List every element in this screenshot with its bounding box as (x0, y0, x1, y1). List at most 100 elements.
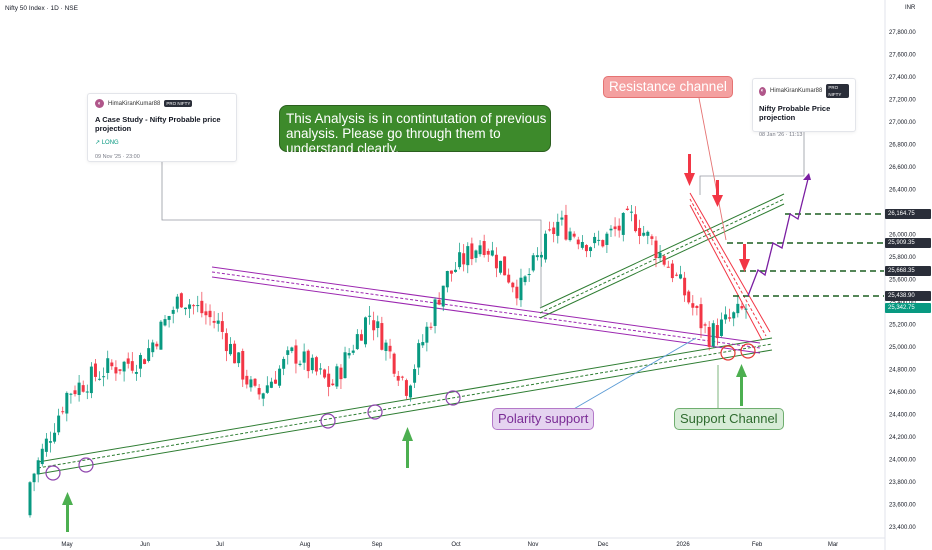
candle (576, 236, 580, 250)
candle (740, 301, 744, 311)
candle (707, 321, 711, 351)
resistance-channel-mid (689, 198, 767, 337)
analysis-note[interactable]: This Analysis is in contintutation of pr… (279, 105, 551, 156)
time-tick-label: Mar (828, 542, 838, 548)
candle (126, 352, 130, 369)
candle (310, 354, 314, 374)
candle (646, 230, 650, 245)
candle (486, 248, 490, 262)
target-levels[interactable] (727, 213, 884, 297)
projection-path[interactable] (747, 174, 810, 297)
candlestick-series[interactable] (28, 204, 748, 518)
price-tick-label: 26,000.00 (889, 233, 916, 239)
projection-arrowhead (803, 173, 811, 180)
time-axis[interactable]: May Jun Jul Aug Sep Oct Nov Dec 2026 Feb Mar (61, 542, 838, 548)
polarity-support-label[interactable]: Polarity support (492, 408, 595, 430)
idea-title[interactable]: Nifty Probable Price projection (759, 104, 831, 122)
idea-date: 09 Nov '25 · 23:00 (95, 154, 140, 160)
candle (216, 312, 220, 332)
candle (110, 359, 114, 370)
candle (40, 443, 44, 467)
candle (719, 312, 723, 338)
resistance-pointer-line (698, 97, 727, 241)
candle (167, 315, 171, 328)
candle (609, 225, 613, 237)
price-tick-label: 26,600.00 (889, 165, 916, 171)
author-name[interactable]: HimaKiranKumar88 (769, 88, 823, 94)
candle (118, 369, 122, 375)
symbol-header[interactable]: Nifty 50 Index · 1D · NSE (5, 5, 78, 12)
polarity-channel-upper (211, 266, 761, 344)
price-tick-label: 25,800.00 (889, 255, 916, 261)
candle (159, 320, 163, 350)
candle (572, 231, 576, 239)
price-tick-label: 24,600.00 (889, 390, 916, 396)
idea-title[interactable]: A Case Study - Nifty Probable price proj… (95, 115, 221, 133)
candle (204, 303, 208, 325)
author-avatar: ◐ (95, 99, 104, 108)
candle (368, 306, 372, 325)
candle (388, 338, 392, 359)
candle (306, 349, 310, 379)
pivot-circle (45, 465, 61, 481)
candle (241, 348, 245, 388)
candle (102, 367, 106, 387)
candle (662, 254, 666, 267)
resistance-channel[interactable] (689, 192, 771, 341)
candle (302, 343, 306, 370)
idea-card-right[interactable]: ◐ HimaKiranKumar88 PRO NIFTY Nifty Proba… (752, 78, 856, 138)
candle (53, 423, 57, 444)
candle (695, 305, 699, 316)
price-axis[interactable]: 27,800.00 27,600.00 27,400.00 27,200.00 27,0… (889, 30, 916, 531)
candle (196, 295, 200, 313)
candle (441, 285, 445, 312)
author-name[interactable]: HimaKiranKumar88 (108, 100, 161, 107)
candle (568, 227, 572, 242)
candle (605, 231, 609, 253)
price-tick-label: 24,400.00 (889, 413, 916, 419)
currency-label: INR (905, 5, 916, 11)
candle (425, 322, 429, 352)
candle (114, 360, 118, 381)
support-channel-label[interactable]: Support Channel (674, 408, 784, 430)
price-tick-label: 27,400.00 (889, 75, 916, 81)
candle (584, 244, 588, 258)
candle (736, 295, 740, 318)
candle (523, 275, 527, 286)
candle (188, 298, 192, 318)
price-tick-label: 26,800.00 (889, 143, 916, 149)
pivot-circles[interactable] (45, 343, 756, 481)
candle (89, 362, 93, 399)
polarity-channel[interactable] (211, 266, 761, 354)
candle (715, 318, 719, 346)
candle (674, 272, 678, 277)
candle (724, 306, 728, 324)
candle (482, 234, 486, 258)
candle (245, 369, 249, 389)
candle (474, 249, 478, 263)
candle (286, 346, 290, 365)
candle (138, 352, 142, 378)
candle (294, 339, 298, 374)
resistance-channel-label[interactable]: Resistance channel (603, 76, 733, 98)
candle (597, 230, 601, 246)
time-tick-label: Nov (528, 542, 539, 548)
down-arrow-icon (684, 154, 695, 186)
candle (593, 232, 597, 249)
candle (679, 265, 683, 280)
candle (265, 376, 269, 394)
candle (429, 322, 433, 330)
candle (233, 340, 237, 364)
idea-card-left[interactable]: ◐ HimaKiranKumar88 PRO NIFTY A Case Stud… (87, 93, 237, 162)
candle (409, 384, 413, 402)
candle (85, 384, 89, 400)
price-tick-label: 23,600.00 (889, 503, 916, 509)
candle (331, 379, 335, 386)
up-arrow-icon (402, 427, 413, 468)
candle (32, 472, 36, 492)
pivot-circle (78, 457, 94, 473)
candle (359, 329, 363, 341)
candle (253, 377, 257, 388)
rising-channel[interactable] (539, 193, 785, 319)
